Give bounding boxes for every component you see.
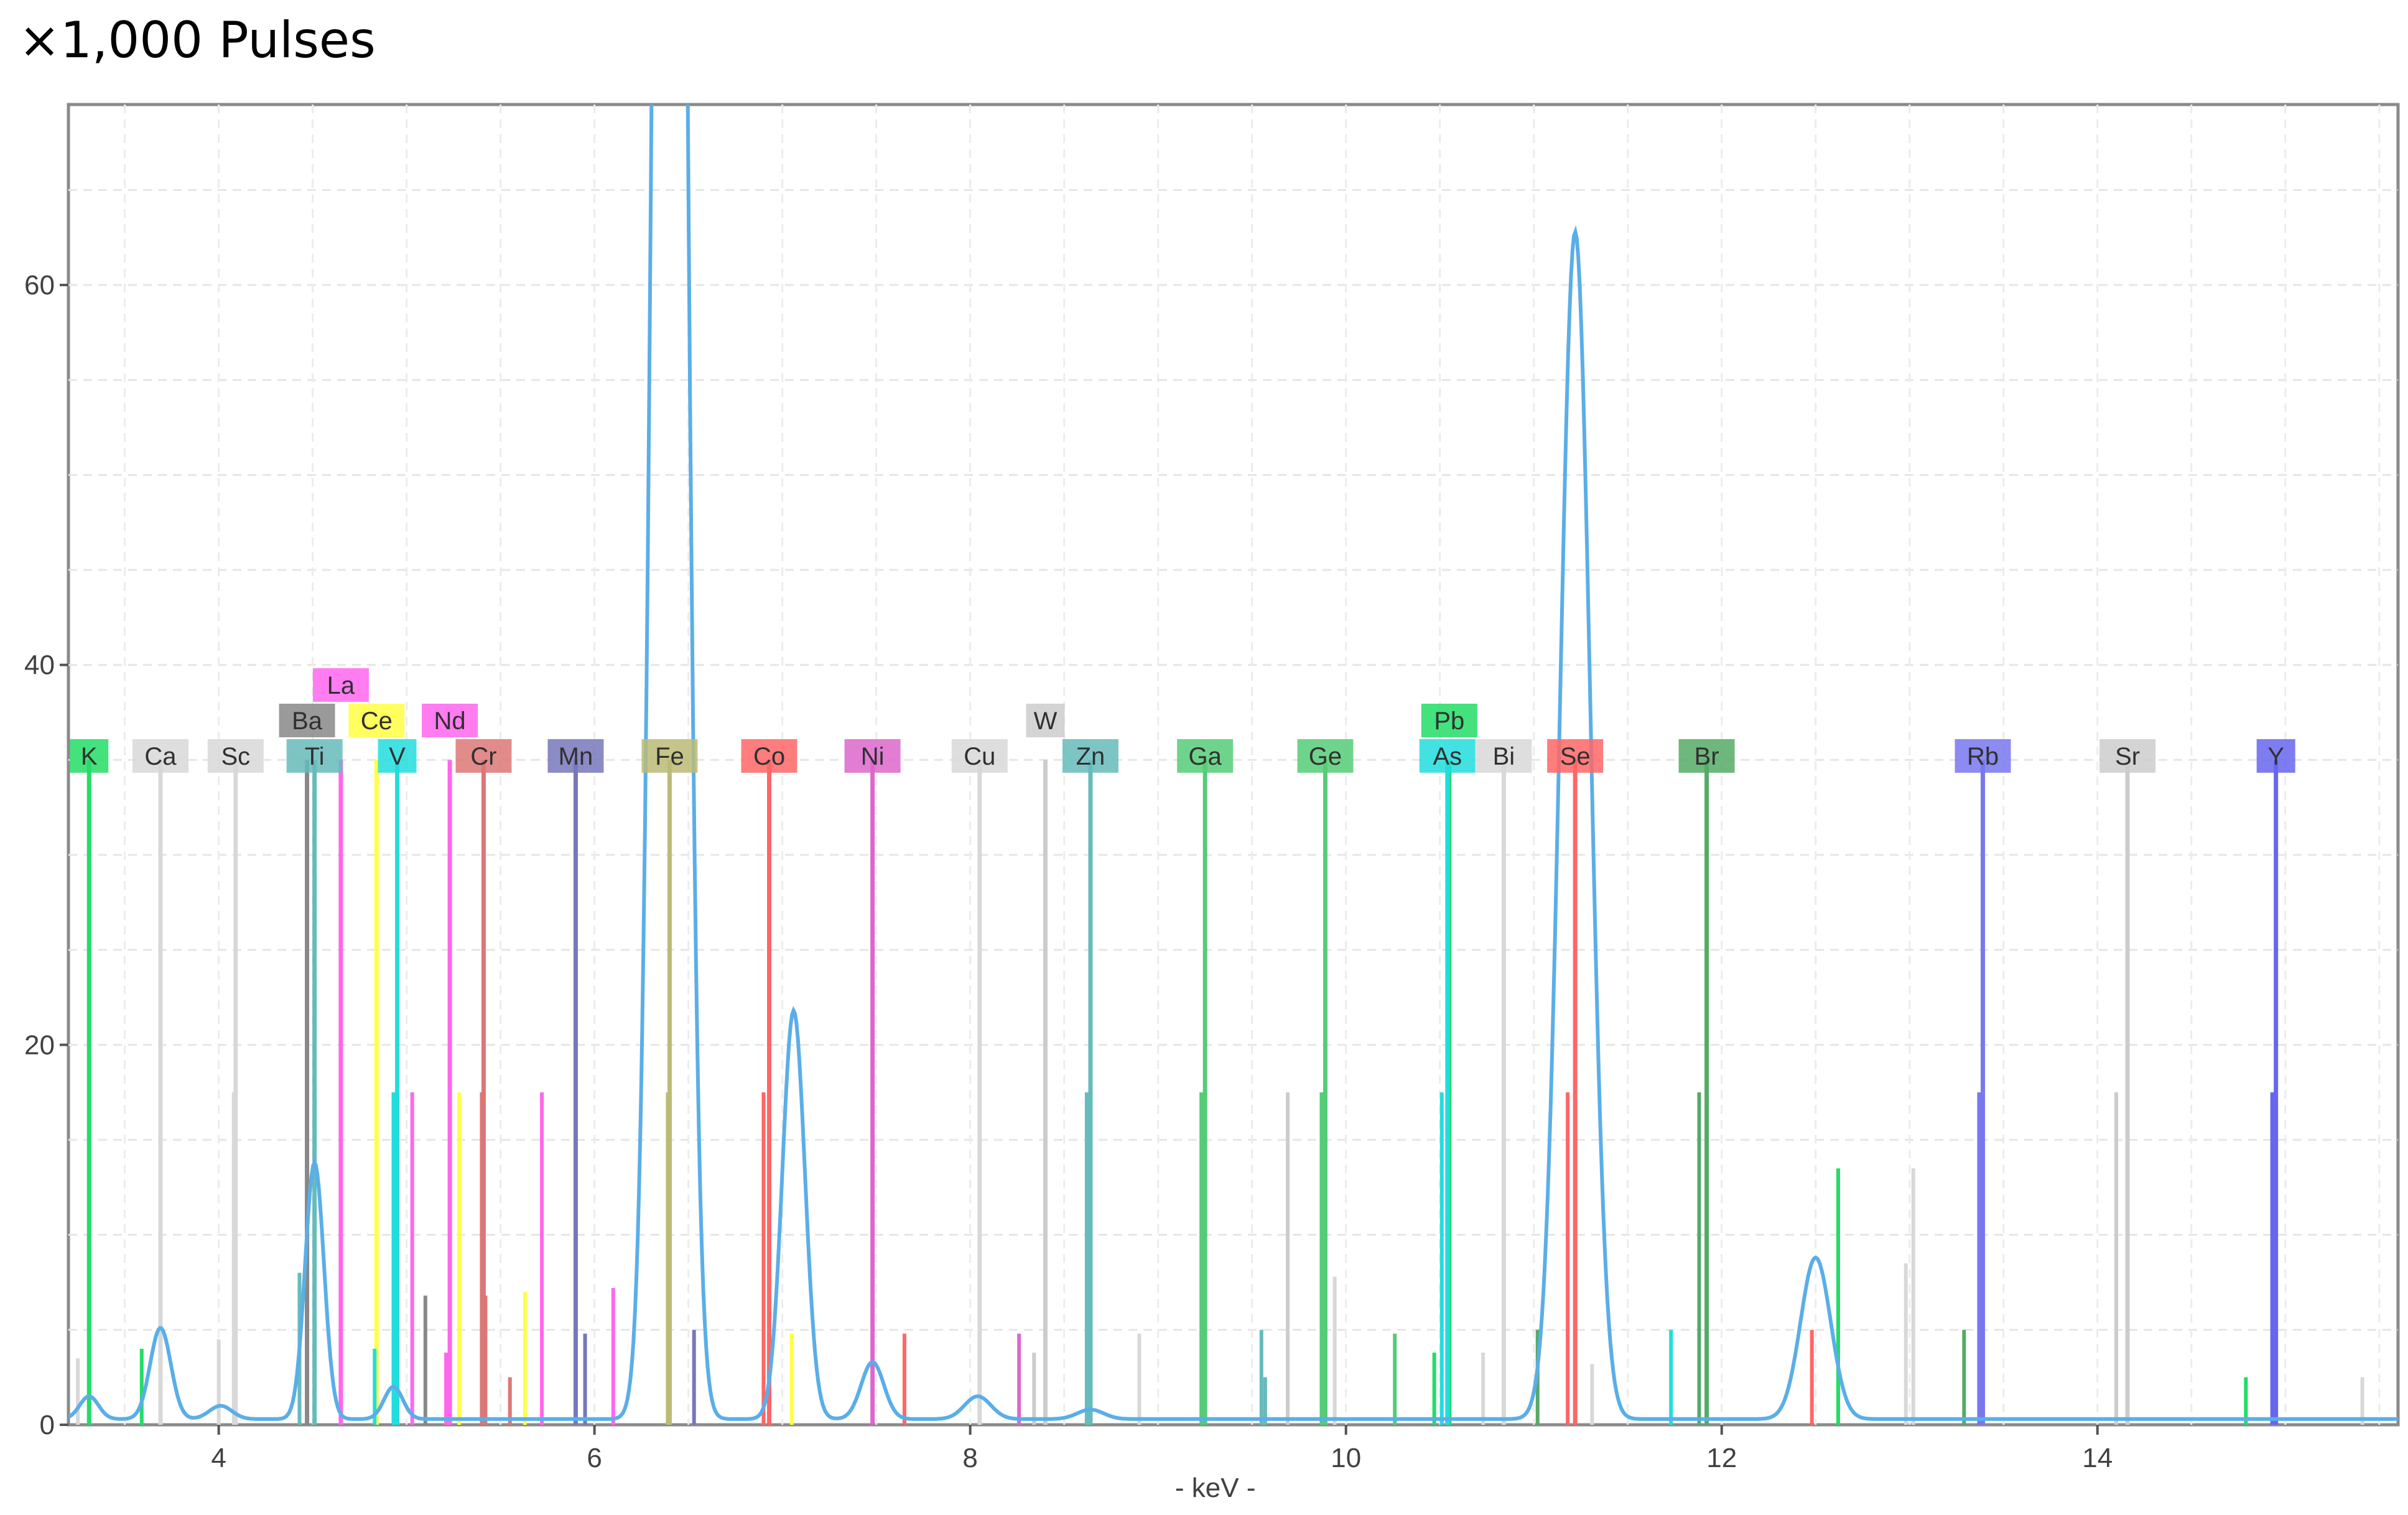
element-symbol: Rb (1967, 743, 1999, 770)
element-label-bi: Bi (1476, 739, 1532, 773)
element-label-se: Se (1547, 739, 1604, 773)
x-tick-label: 4 (211, 1443, 226, 1473)
element-symbol: Ni (861, 743, 885, 770)
element-label-ti: Ti (286, 739, 343, 773)
element-label-sr: Sr (2099, 739, 2156, 773)
x-tick-label: 12 (1706, 1443, 1737, 1473)
element-symbol: Bi (1493, 743, 1515, 770)
element-symbol: Sc (221, 743, 250, 770)
element-symbol: Ba (292, 707, 323, 735)
element-label-mn: Mn (547, 739, 604, 773)
element-symbol: Zn (1076, 743, 1105, 770)
element-label-ca: Ca (132, 739, 188, 773)
chart-title: ×1,000 Pulses (19, 11, 376, 69)
element-label-nd: Nd (422, 704, 478, 737)
element-symbol: Ti (305, 743, 325, 770)
element-symbol: W (1034, 707, 1058, 735)
grid (67, 103, 2400, 1427)
element-label-as: As (1419, 739, 1476, 773)
x-tick-label: 6 (587, 1443, 602, 1473)
element-label-ba: Ba (279, 704, 335, 737)
element-label-v: V (378, 739, 417, 773)
element-symbol: Ca (144, 743, 177, 770)
x-tick-label: 14 (2082, 1443, 2113, 1473)
y-tick-label: 40 (24, 650, 55, 681)
y-tick-label: 60 (24, 270, 55, 301)
axes: 0 20 40 60 4 6 8 10 12 14 - keV - (24, 270, 2113, 1503)
element-label-la: La (312, 668, 369, 702)
element-symbol: V (389, 743, 406, 770)
element-symbol: Co (753, 743, 785, 770)
element-label-k: K (70, 739, 109, 773)
x-tick-label: 10 (1331, 1443, 1361, 1473)
element-label-w: W (1026, 704, 1065, 737)
element-label-cr: Cr (455, 739, 512, 773)
element-lines (76, 760, 2364, 1425)
element-symbol: K (81, 743, 98, 770)
element-label-pb: Pb (1421, 704, 1477, 737)
element-symbol: Sr (2115, 743, 2140, 770)
element-label-cu: Cu (951, 739, 1008, 773)
element-symbol: Ga (1189, 743, 1222, 770)
element-symbol: Cr (470, 743, 496, 770)
element-label-y: Y (2256, 739, 2295, 773)
element-symbol: Y (2267, 743, 2284, 770)
y-tick-label: 20 (24, 1030, 55, 1060)
element-symbol: Se (1560, 743, 1591, 770)
element-symbol: Br (1694, 743, 1719, 770)
spectrum-line (68, 105, 2398, 1421)
element-label-co: Co (741, 739, 797, 773)
element-label-ce: Ce (348, 704, 405, 737)
element-label-ga: Ga (1177, 739, 1234, 773)
element-symbol: La (327, 672, 355, 699)
element-symbol: Ge (1309, 743, 1342, 770)
plot-area (67, 103, 2400, 1427)
element-label-br: Br (1678, 739, 1735, 773)
element-label-rb: Rb (1955, 739, 2011, 773)
element-symbol: Mn (559, 743, 593, 770)
element-symbol: Fe (655, 743, 684, 770)
element-symbol: Nd (434, 707, 466, 735)
element-symbol: Ce (361, 707, 393, 735)
element-symbol: As (1433, 743, 1462, 770)
y-tick-label: 0 (40, 1410, 55, 1440)
spectrum (68, 105, 2398, 1421)
element-label-ni: Ni (844, 739, 901, 773)
element-label-fe: Fe (641, 739, 698, 773)
element-symbol: Pb (1434, 707, 1464, 735)
element-label-sc: Sc (207, 739, 264, 773)
x-axis-label: - keV - (1175, 1473, 1256, 1503)
element-label-zn: Zn (1062, 739, 1118, 773)
element-label-ge: Ge (1297, 739, 1354, 773)
x-tick-label: 8 (962, 1443, 977, 1473)
element-symbol: Cu (964, 743, 995, 770)
